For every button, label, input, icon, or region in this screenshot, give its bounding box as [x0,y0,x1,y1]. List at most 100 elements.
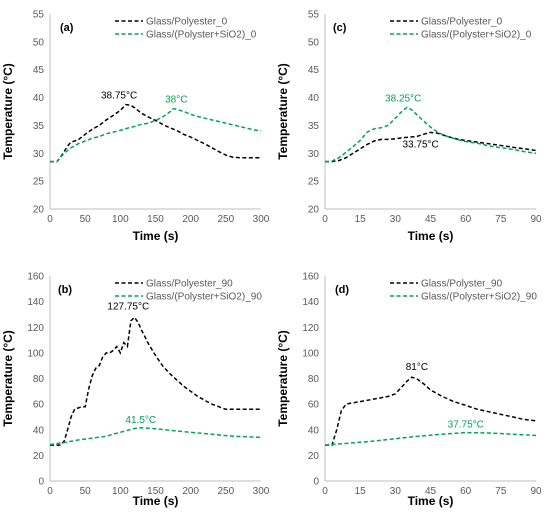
legend-label: Glass/(Polyster+SiO2)_90 [146,292,262,303]
y-tick-label: 160 [302,272,319,283]
series-line-1 [325,376,537,446]
y-tick-label: 120 [27,323,44,334]
panel-label: (c) [333,22,347,34]
panel-label: (d) [335,284,349,296]
series-line-1 [50,316,261,446]
y-tick-label: 20 [33,205,45,216]
panel-label: (b) [58,284,72,296]
legend-label: Glass/(Polyster+SiO2)_0 [421,30,532,41]
y-tick-label: 55 [308,10,320,21]
x-axis-title: Time (s) [133,494,179,508]
x-tick-label: 300 [253,214,270,225]
y-tick-label: 120 [302,323,319,334]
x-tick-label: 250 [217,486,234,497]
legend-label: Glass/Polyster_90 [421,279,503,290]
legend-label: Glass/Polyester_0 [146,17,228,28]
legend-label: Glass/(Polyster+SiO2)_90 [421,292,537,303]
y-tick-label: 50 [33,37,45,48]
y-tick-label: 40 [33,93,45,104]
x-tick-label: 0 [322,214,328,225]
chart-panel-3: 0 20 40 60 80 100 120 140 160 0 50 100 150 200 250 300 T… [1,272,270,509]
y-tick-label: 80 [308,374,320,385]
x-axis-title: Time (s) [133,229,179,243]
x-tick-label: 30 [390,486,402,497]
x-tick-label: 30 [390,214,402,225]
y-tick-label: 40 [308,425,320,436]
chart-panel-2: 20 25 30 35 40 45 50 55 0 15 30 45 60 75 90 Time (s) Tem… [276,10,542,244]
x-tick-label: 45 [425,486,437,497]
y-tick-label: 45 [33,65,45,76]
peak-annotation: 37.75°C [448,420,484,431]
x-tick-label: 75 [495,214,507,225]
peak-annotation: 41.5°C [125,415,156,426]
x-tick-label: 150 [147,214,164,225]
y-axis-title: Temperature (°C) [276,330,290,427]
y-tick-label: 80 [33,374,45,385]
y-tick-label: 60 [33,400,45,411]
peak-annotation: 81°C [406,362,428,373]
x-tick-label: 150 [147,486,164,497]
x-tick-label: 50 [80,486,92,497]
panel-label: (a) [60,22,74,34]
x-tick-label: 300 [253,486,270,497]
series-line-2 [324,431,537,446]
y-tick-label: 20 [308,205,320,216]
x-tick-label: 50 [80,214,92,225]
x-tick-label: 200 [182,486,199,497]
y-tick-label: 160 [27,272,44,283]
x-tick-label: 250 [217,214,234,225]
chart-panel-4: 0 20 40 60 80 100 120 140 160 0 15 30 45 60 75 90 Time (… [276,272,542,509]
y-tick-label: 40 [308,93,320,104]
y-tick-label: 25 [308,177,320,188]
y-tick-label: 0 [313,477,319,488]
x-axis-title: Time (s) [408,229,454,243]
y-tick-label: 100 [302,348,319,359]
peak-annotation: 127.75°C [107,301,149,312]
y-tick-label: 40 [33,425,45,436]
legend-label: Glass/Polyester_0 [421,17,503,28]
y-tick-label: 30 [33,149,45,160]
peak-annotation: 38.75°C [101,91,137,102]
y-tick-label: 140 [302,297,319,308]
peak-annotation: 33.75°C [403,139,439,150]
x-axis-title: Time (s) [408,494,454,508]
y-tick-label: 0 [38,477,44,488]
x-tick-label: 0 [47,214,53,225]
y-axis-title: Temperature (°C) [1,63,15,160]
chart-panel-1: 20 25 30 35 40 45 50 55 0 50 100 150 200 250 300 Time (… [1,10,270,244]
y-tick-label: 45 [308,65,320,76]
x-tick-label: 60 [460,486,472,497]
y-tick-label: 30 [308,149,320,160]
y-tick-label: 20 [33,451,45,462]
y-tick-label: 60 [308,400,320,411]
y-tick-label: 140 [27,297,44,308]
x-tick-label: 100 [112,486,129,497]
y-axis-title: Temperature (°C) [1,330,15,427]
x-tick-label: 0 [47,486,53,497]
peak-annotation: 38.25°C [385,93,421,104]
series-line-1 [50,103,261,163]
y-tick-label: 55 [33,10,45,21]
x-tick-label: 0 [322,486,328,497]
y-tick-label: 50 [308,37,320,48]
x-tick-label: 45 [425,214,437,225]
x-tick-label: 100 [112,214,129,225]
y-axis-title: Temperature (°C) [276,63,290,160]
y-tick-label: 100 [27,348,44,359]
series-line-2 [50,107,262,163]
series-line-1 [325,131,537,163]
y-tick-label: 35 [308,121,320,132]
x-tick-label: 15 [355,214,367,225]
x-tick-label: 75 [495,486,507,497]
x-tick-label: 90 [530,214,542,225]
x-tick-label: 200 [182,214,199,225]
y-tick-label: 20 [308,451,320,462]
y-tick-label: 35 [33,121,45,132]
series-line-2 [324,106,537,163]
legend-label: Glass/Polyester_90 [146,279,233,290]
y-tick-label: 25 [33,177,45,188]
x-tick-label: 90 [530,486,542,497]
series-line-2 [49,427,262,446]
x-tick-label: 60 [460,214,472,225]
